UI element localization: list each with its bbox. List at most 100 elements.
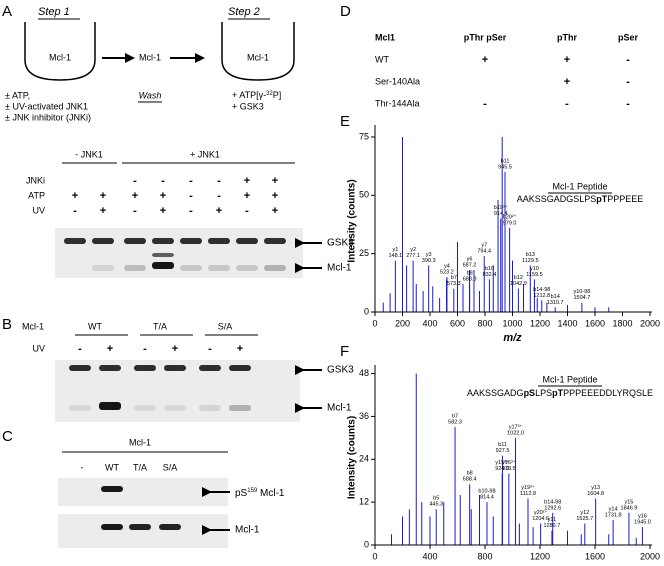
label: S/A [163,462,178,472]
mz-label: 832.4 [483,272,497,278]
label: Mcl-1 [49,52,71,62]
mz-label: 1159.5 [526,272,542,278]
sign: + [244,190,250,202]
ion-label: b7 [451,275,457,281]
label: Mcl-1 [327,403,352,414]
mz-label: 573.3 [447,281,461,287]
mz-label: 687.2 [463,262,477,268]
ion-label: b10 [485,266,494,272]
sign: - [189,175,193,187]
text-part: + ATP[γ- [232,90,266,100]
mz-label: 914.4 [494,211,508,217]
x-tick-label: 600 [450,318,465,328]
label: T/A [133,462,147,472]
ion-label: b14 [551,294,560,300]
arrow-head [295,238,305,248]
multi-text: AAKSSGADGSLPSpTPPPEEE [517,194,644,204]
condition: ± UV-activated JNK1 [5,101,88,111]
text-part: LPS [535,388,552,398]
mz-label: 523.2 [440,269,454,275]
gel-band [264,238,286,244]
x-tick-label: 800 [477,551,492,561]
mz-label: 277.1 [406,253,420,259]
arrow-head [202,525,212,535]
text-part: PPPEEE [607,194,643,204]
ion-label: y1 [392,247,398,253]
sign: - [217,190,221,202]
mz-label: 1945.0 [634,520,651,526]
sign: - [208,343,212,355]
sign: + [244,175,250,187]
sign: + [160,205,166,217]
label: pThr [557,32,577,42]
sign: + [216,205,222,217]
multi-text: + ATP[γ-32P] [232,90,281,100]
ion-label: y12 [580,510,589,516]
gel [58,478,228,506]
ion-label: b19²⁺ [494,204,508,211]
tube [221,22,295,81]
ion-label: b11 [501,158,510,164]
mz-label: 688.4 [463,477,477,483]
ion-label: y6 [467,256,473,262]
label: JNKi [26,175,45,185]
gel-band [101,486,123,492]
label: Mcl1 [375,32,395,42]
text-part: pT [552,388,563,398]
label: Ser-140Ala [375,76,420,86]
x-tick-label: 400 [422,318,437,328]
ion-label: b8 [467,270,473,276]
sign: - [565,98,569,110]
text-part: 32 [266,91,273,97]
label: - [81,462,84,472]
gel-band [208,238,230,244]
gel-band [99,402,121,410]
tube [24,22,96,81]
mz-label: 1112.8 [520,491,536,497]
sign: + [100,205,106,217]
gel-band [164,405,186,411]
x-axis-label: m/z [503,332,522,344]
mz-label: 1292.6 [544,505,561,511]
x-tick-label: 400 [422,551,437,561]
label: UV [32,205,45,215]
y-axis-label: Intensity (counts) [347,179,358,262]
ion-label: b10-98 [478,489,495,495]
gel-band [124,265,146,271]
ion-label: b11 [498,442,507,448]
sign: + [564,54,570,66]
arrow-head [295,403,305,413]
x-tick-label: 1800 [612,318,632,328]
sign: + [160,190,166,202]
label: + GSK3 [232,101,264,111]
x-tick-label: 0 [372,318,377,328]
label: Thr-144Ala [375,98,420,108]
sign: - [133,175,137,187]
gel-band [152,253,174,257]
ion-label: y16³⁺ [502,459,516,466]
mz-label: 927.5 [496,448,510,454]
sign: - [78,343,82,355]
ion-label: y15 [625,499,634,505]
y-tick-label: 50 [359,190,369,200]
mz-label: 148.1 [388,253,402,259]
ion-label: b14-98 [544,499,561,505]
ion-label: y14 [609,506,618,512]
ion-label: y13 [591,485,600,491]
sign: + [272,205,278,217]
text-part: pS [524,388,536,398]
gel-band [180,238,202,244]
label: + JNK1 [190,149,220,159]
ion-label: b13 [526,252,535,258]
sign: + [72,190,78,202]
ion-label: y19²⁺ [521,484,535,491]
sign: - [483,98,487,110]
ion-label: y2 [410,247,416,253]
gel-band [129,524,151,530]
gel-band [208,265,230,271]
gel-band [101,524,123,530]
panel-letter: F [340,343,349,360]
text-part: AAKSSGADG [467,388,524,398]
ion-label: y10-98 [573,289,590,295]
y-tick-label: 25 [359,248,369,258]
